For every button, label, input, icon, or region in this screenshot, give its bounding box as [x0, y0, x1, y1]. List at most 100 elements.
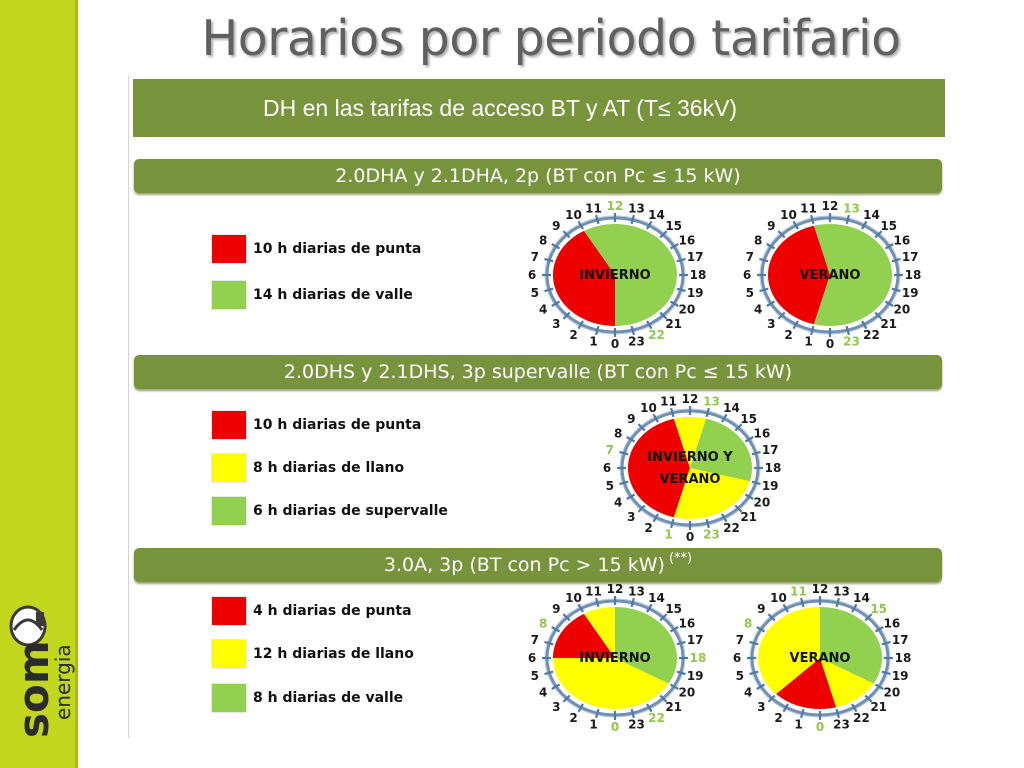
clock-hour-label: 12	[607, 199, 624, 213]
clock-hour-label: 17	[762, 443, 779, 457]
clock-tick	[881, 640, 891, 646]
section-header-footnote: (**)	[668, 551, 693, 566]
clock-tick	[630, 325, 635, 336]
clock-hour-label: 4	[539, 303, 547, 317]
clock-tick	[544, 670, 554, 676]
clock-tick	[810, 325, 815, 336]
legend-item: 6 h diarias de supervalle	[211, 496, 448, 526]
clock-hour-label: 3	[627, 510, 635, 524]
clock-tick	[721, 413, 728, 423]
clock-hour-label: 23	[833, 718, 850, 732]
clock-tick	[562, 694, 571, 703]
clock-hour-label: 8	[539, 617, 547, 631]
clock-hour-label: 6	[733, 651, 741, 665]
clock-hour-label: 8	[614, 427, 622, 441]
clock-hour-label: 8	[539, 234, 547, 248]
clock-tick	[759, 257, 769, 263]
legend-item: 8 h diarias de llano	[211, 453, 404, 483]
clock-tick	[551, 683, 561, 690]
clock-tick	[874, 626, 884, 633]
clock-hour-label: 0	[611, 337, 619, 351]
clock-tick	[646, 220, 653, 230]
clock-tick	[670, 407, 675, 418]
clock-hour-label: 5	[746, 286, 754, 300]
clock-sector-valle	[615, 607, 677, 684]
clock-hour-label: 15	[740, 412, 757, 426]
section-header-text: 2.0DHS y 2.1DHS, 3p supervalle (BT con P…	[283, 361, 793, 383]
logo-text-som: som	[9, 640, 58, 738]
clock-hour-label: 10	[565, 591, 582, 605]
clock-tick	[669, 300, 679, 307]
clock-hour-label: 2	[569, 711, 577, 725]
clock-sector-llano	[758, 607, 820, 695]
clock-hour-label: 10	[565, 208, 582, 222]
content-border	[128, 76, 129, 738]
clock-sector-valle	[690, 418, 752, 482]
legend-item: 14 h diarias de valle	[211, 280, 413, 310]
clock-tick	[562, 613, 571, 622]
clock-hour-label: 18	[690, 651, 707, 665]
clock-tick	[659, 613, 668, 622]
clock-tick	[577, 220, 584, 230]
clock-tick	[851, 703, 858, 713]
clock-hour-label: 6	[603, 461, 611, 475]
clock-tick	[646, 320, 653, 330]
clock-center-label: VERANO	[790, 651, 851, 666]
clock-hour-label: 0	[611, 720, 619, 734]
clock-tick	[874, 683, 884, 690]
clock-tick	[659, 311, 668, 320]
clock-tick	[861, 220, 868, 230]
clock-tick	[646, 603, 653, 613]
clock-hour-label: 1	[589, 718, 597, 732]
clock-tick	[659, 230, 668, 239]
clock-hour-label: 1	[804, 335, 812, 349]
clock-hour-label: 5	[736, 669, 744, 683]
clock-tick	[744, 436, 754, 443]
clock-tick	[734, 504, 743, 513]
main-header: DH en las tarifas de acceso BT y AT (T≤ …	[133, 79, 945, 137]
clock-hour-label: 13	[703, 394, 720, 408]
clock-hour-label: 3	[757, 700, 765, 714]
clock-hour-label: 20	[894, 303, 911, 317]
clock-sector-llano	[584, 607, 615, 658]
clock-tick	[619, 480, 629, 486]
clock-center-label: INVIERNO	[579, 651, 650, 666]
clock-hour-label: 16	[894, 234, 911, 248]
clock-sector-punta	[628, 418, 690, 518]
clock-hour-label: 10	[770, 591, 787, 605]
clock-hour-label: 21	[740, 510, 757, 524]
clock-tick	[562, 230, 571, 239]
clock-tick	[637, 504, 646, 513]
clock-hour-label: 9	[552, 602, 560, 616]
clock-hour-label: 9	[767, 219, 775, 233]
clock-tick	[562, 311, 571, 320]
clock-hour-label: 6	[528, 268, 536, 282]
clock-sector-llano	[673, 417, 707, 468]
clock-hour-label: 12	[812, 582, 829, 596]
clock-hour-label: 20	[754, 496, 771, 510]
clock-tick	[881, 670, 891, 676]
clock-hour-label: 21	[880, 317, 897, 331]
clock-tick	[577, 603, 584, 613]
clock-tick	[630, 708, 635, 719]
clock-hour-label: 14	[723, 401, 740, 415]
clock-tick	[544, 257, 554, 263]
clock-tick	[630, 214, 635, 225]
clock-tick	[861, 320, 868, 330]
clock-hour-label: 20	[679, 303, 696, 317]
clock-tick	[577, 703, 584, 713]
legend-label: 8 h diarias de valle	[253, 690, 404, 706]
clock-sector-llano	[673, 468, 750, 519]
clock-sector-punta	[776, 658, 837, 709]
clock-tick	[845, 325, 850, 336]
clock-center-label: VERANO	[660, 472, 721, 487]
clock-hour-label: 13	[833, 584, 850, 598]
clock-hour-label: 14	[648, 208, 665, 222]
legend-item: 8 h diarias de valle	[211, 683, 403, 713]
clock-tick	[851, 603, 858, 613]
clock-tick	[595, 708, 600, 719]
clock-hour-label: 21	[870, 700, 887, 714]
clock-hour-label: 11	[585, 584, 602, 598]
